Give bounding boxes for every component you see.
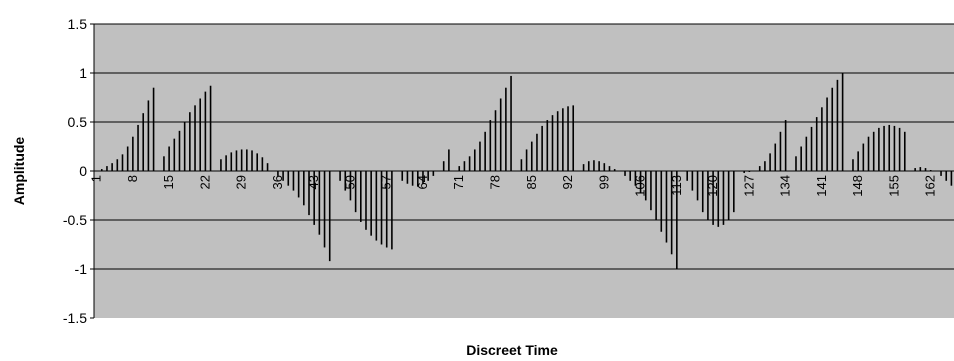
y-tick-label: 1.5 [68,16,88,32]
y-axis-title: Amplitude [11,137,27,206]
x-tick-label: 155 [886,175,901,197]
y-tick-label: 1 [79,65,87,81]
x-tick-label: 57 [379,175,394,189]
y-axis-ticks: 1.5 1 0.5 0 -0.5 -1 -1.5 [63,16,94,326]
y-tick-label: 0.5 [68,114,88,130]
y-tick-label: -1 [75,261,88,277]
x-tick-label: 141 [814,175,829,197]
x-tick-label: 99 [596,175,611,189]
x-tick-label: 29 [234,175,249,189]
y-tick-label: -0.5 [63,212,87,228]
gridlines [94,23,954,270]
stem-bars [100,73,953,269]
x-tick-label: 71 [451,175,466,189]
x-tick-label: 8 [125,175,140,182]
x-tick-label: 22 [197,175,212,189]
x-tick-label: 148 [850,175,865,197]
x-tick-label: 106 [633,175,648,197]
y-tick-label: 0 [79,163,87,179]
x-tick-label: 113 [669,175,684,196]
x-tick-label: 134 [778,175,793,197]
x-tick-label: 36 [270,175,285,189]
x-tick-label: 78 [488,175,503,189]
x-tick-label: 127 [741,175,756,197]
x-tick-label: 43 [306,175,321,189]
x-tick-label: 1 [89,175,104,182]
x-tick-label: 50 [342,175,357,189]
x-tick-label: 162 [923,175,938,197]
y-tick-label: -1.5 [63,310,87,326]
x-tick-label: 15 [161,175,176,189]
x-axis-ticks: 1 8 15 22 29 36 43 50 57 64 71 78 85 92 99 106 113 120 127… [89,175,938,197]
x-tick-label: 64 [415,175,430,189]
x-axis-title: Discreet Time [466,342,558,358]
x-tick-label: 85 [524,175,539,189]
x-tick-label: 120 [705,175,720,197]
x-tick-label: 92 [560,175,575,189]
